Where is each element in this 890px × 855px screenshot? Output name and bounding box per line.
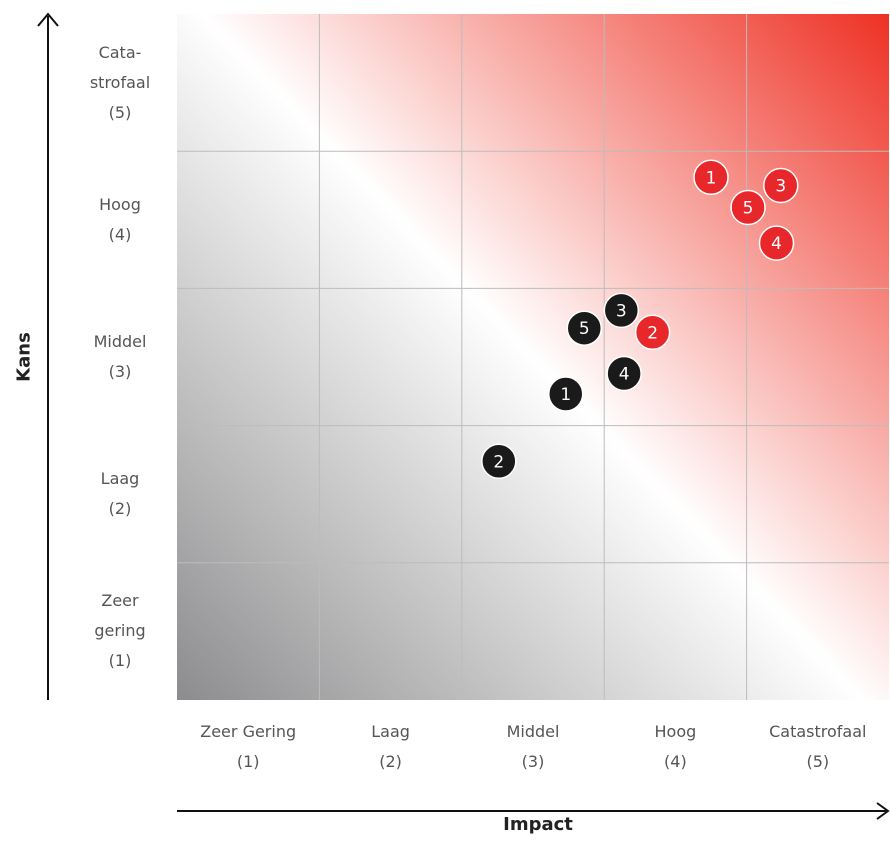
data-point: 3 xyxy=(763,167,799,204)
data-point-marker xyxy=(730,189,766,226)
y-tick-label: Hoog (4) xyxy=(70,190,170,250)
x-tick-label-name: Zeer Gering xyxy=(200,722,297,741)
x-tick-label-name: Hoog xyxy=(654,722,697,741)
y-tick-label: Middel (3) xyxy=(70,327,170,387)
y-tick-label-line: Zeer xyxy=(101,591,139,611)
y-tick-label-line: (4) xyxy=(108,224,132,244)
x-tick-label-number: (1) xyxy=(236,752,260,771)
data-point-marker xyxy=(758,225,795,261)
x-tick-label-number: (3) xyxy=(521,752,545,771)
grid-lines xyxy=(177,14,889,700)
data-point-marker xyxy=(481,443,517,480)
data-point: 4 xyxy=(606,355,642,392)
x-tick-label: Hoog (4) xyxy=(600,717,750,777)
data-point-marker xyxy=(763,167,799,204)
x-tick-label-number: (2) xyxy=(379,752,402,771)
x-tick-label: Middel (3) xyxy=(458,717,608,777)
data-point-marker xyxy=(606,355,642,392)
y-tick-label-line: (1) xyxy=(108,651,132,671)
x-axis-arrowhead xyxy=(876,802,890,820)
data-point-marker xyxy=(693,159,729,196)
data-point: 1 xyxy=(693,159,729,196)
y-tick-label-line: (3) xyxy=(108,362,132,381)
data-point-label: 5 xyxy=(579,319,590,339)
x-tick-label-name: Middel xyxy=(506,722,560,741)
y-tick-label: Zeer gering (1) xyxy=(70,586,170,676)
data-point: 1 xyxy=(548,376,584,412)
x-tick-label-number: (4) xyxy=(664,752,687,771)
y-tick-label-line: Middel xyxy=(93,332,147,351)
data-point-label: 2 xyxy=(493,452,504,472)
data-point: 3 xyxy=(603,292,640,329)
data-point-marker xyxy=(566,310,603,346)
data-point-marker xyxy=(634,314,671,351)
x-axis-title: Impact xyxy=(503,814,573,835)
data-point-label: 4 xyxy=(619,364,630,384)
data-point: 5 xyxy=(566,310,603,346)
data-point-label: 5 xyxy=(743,198,754,218)
data-point-label: 3 xyxy=(775,177,786,197)
data-point: 5 xyxy=(730,189,766,226)
data-point-label: 1 xyxy=(706,168,717,188)
y-tick-label: Cata-strofaal (5) xyxy=(70,38,170,128)
y-axis-arrowhead xyxy=(37,12,59,27)
x-tick-label-name: Laag xyxy=(371,722,410,741)
y-tick-label-line: Laag xyxy=(100,469,140,489)
y-tick-label-line: Hoog xyxy=(99,194,141,214)
x-tick-label: Laag (2) xyxy=(316,717,466,777)
data-point-label: 2 xyxy=(647,323,658,343)
y-tick-label-line: (2) xyxy=(108,499,132,519)
data-point-label: 4 xyxy=(771,234,782,254)
data-point: 4 xyxy=(758,225,795,261)
data-point-label: 3 xyxy=(616,301,627,321)
data-point-label: 1 xyxy=(560,385,571,405)
y-axis-title: Kans xyxy=(13,332,35,382)
y-tick-label: Laag (2) xyxy=(70,464,170,524)
y-tick-label-line: strofaal xyxy=(89,72,151,92)
plot-background xyxy=(177,14,889,700)
data-point-marker xyxy=(603,292,640,329)
x-tick-label: Zeer Gering (1) xyxy=(173,717,323,777)
data-point: 2 xyxy=(481,443,517,480)
y-tick-label-line: Cata- xyxy=(98,42,142,62)
y-tick-label-line: (5) xyxy=(108,102,132,122)
data-point-marker xyxy=(548,376,584,412)
data-point: 2 xyxy=(634,314,671,351)
x-tick-label: Catastrofaal (5) xyxy=(743,717,890,777)
x-tick-label-name: Catastrofaal xyxy=(769,722,867,741)
y-tick-label-line: gering xyxy=(94,621,146,641)
x-tick-label-number: (5) xyxy=(806,752,830,771)
